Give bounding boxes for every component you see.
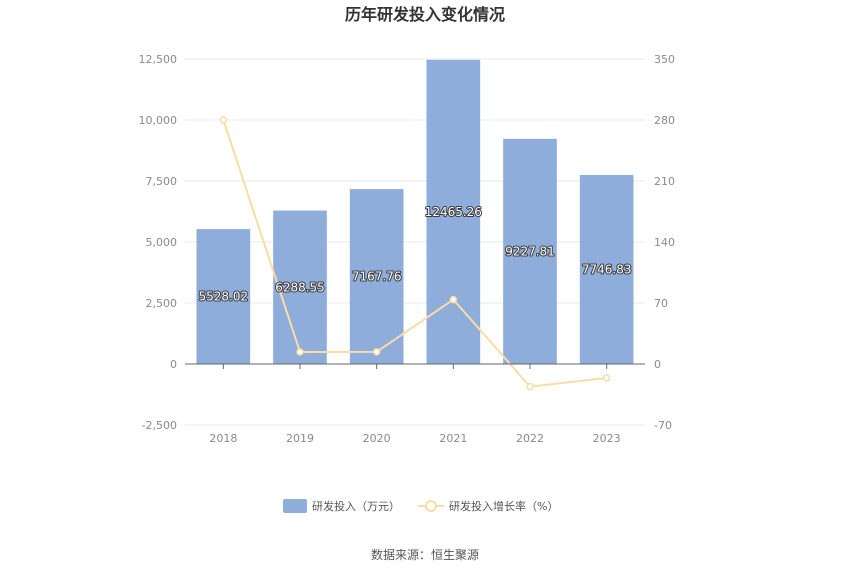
legend-line-marker <box>425 500 437 512</box>
legend-item-bar[interactable]: 研发投入（万元） <box>283 499 400 513</box>
y-left-tick-label: 5,000 <box>146 236 178 249</box>
growth-rate-line <box>222 119 607 388</box>
y-left-tick-label: 0 <box>170 358 177 371</box>
x-tick-label: 2020 <box>363 432 391 445</box>
bar-layer <box>196 59 634 364</box>
x-tick-label: 2019 <box>286 432 314 445</box>
x-tick-label: 2021 <box>439 432 467 445</box>
growth-rate-point <box>602 374 611 382</box>
bar-value-label: 12465.26 <box>425 205 482 219</box>
growth-rate-point <box>219 116 228 124</box>
bar-value-label: 6288.55 <box>275 280 325 294</box>
bar-value-label: 9227.81 <box>505 244 555 258</box>
legend-line-label: 研发投入增长率（%） <box>449 499 558 513</box>
growth-rate-point <box>526 382 534 391</box>
bar <box>273 210 327 364</box>
axis-layer: -2,500 0 2,500 5,000 7,500 10,000 12,500 -70 0 70… <box>139 53 676 445</box>
y-left-tick-label: -2,500 <box>142 419 177 432</box>
growth-rate-point <box>296 348 304 356</box>
y-right-tick-label: 70 <box>654 297 668 310</box>
growth-rate-point <box>449 295 458 304</box>
x-tick-label: 2018 <box>209 432 237 445</box>
bar <box>426 59 481 364</box>
bar-value-label: 7167.76 <box>352 270 402 284</box>
bar-value-label: 7746.83 <box>582 262 632 276</box>
growth-rate-point <box>372 348 381 356</box>
y-left-tick-label: 12,500 <box>139 53 178 66</box>
legend-bar-label: 研发投入（万元） <box>312 499 400 513</box>
x-tick-label: 2022 <box>516 432 544 445</box>
y-right-tick-label: 0 <box>654 358 661 371</box>
y-right-tick-label: 140 <box>654 236 675 249</box>
grid-layer <box>185 58 645 426</box>
y-left-tick-label: 2,500 <box>146 297 178 310</box>
legend[interactable]: 研发投入（万元） 研发投入增长率（%） <box>283 499 558 513</box>
bar <box>349 189 404 364</box>
y-left-tick-label: 7,500 <box>146 175 178 188</box>
line-layer <box>219 116 611 391</box>
bar-value-label: 5528.02 <box>199 290 249 304</box>
chart-title: 历年研发投入变化情况 <box>345 5 505 24</box>
data-source: 数据来源：恒生聚源 <box>371 547 479 562</box>
label-layer: 5528.02 6288.55 7167.76 12465.26 9227.81 7746… <box>198 204 633 305</box>
legend-bar-swatch <box>283 499 307 513</box>
y-left-tick-label: 10,000 <box>139 114 178 127</box>
bar <box>579 174 634 364</box>
x-tick-label: 2023 <box>593 432 621 445</box>
y-right-tick-label: -70 <box>654 419 672 432</box>
legend-item-line[interactable]: 研发投入增长率（%） <box>418 499 558 513</box>
y-right-tick-label: 350 <box>654 53 675 66</box>
y-right-tick-label: 280 <box>654 114 675 127</box>
bar <box>503 138 557 364</box>
bar <box>196 229 251 364</box>
y-right-tick-label: 210 <box>654 175 675 188</box>
